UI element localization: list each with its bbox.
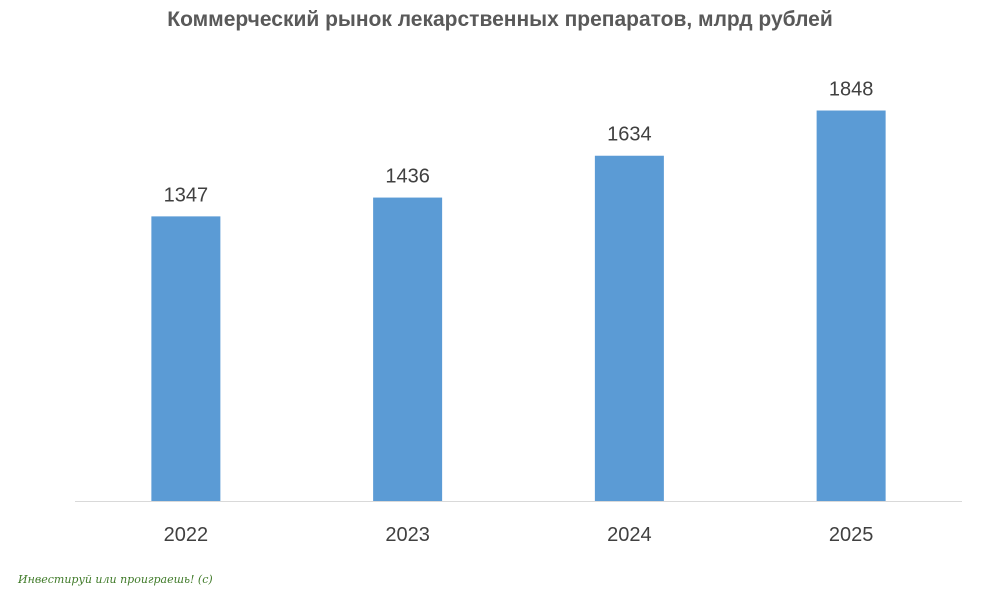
bar-2023 — [373, 197, 443, 502]
bar-2025 — [816, 110, 886, 501]
value-labels-group: 1347 1436 1634 1848 — [164, 79, 874, 207]
data-label-2024: 1634 — [607, 124, 652, 146]
category-labels-group: 2022 2023 2024 2025 — [164, 524, 874, 546]
x-tick-label-2025: 2025 — [829, 524, 874, 546]
data-label-2022: 1347 — [164, 184, 209, 206]
x-tick-label-2023: 2023 — [385, 524, 430, 546]
chart-title: Коммерческий рынок лекарственных препара… — [167, 8, 833, 31]
x-tick-label-2022: 2022 — [164, 524, 209, 546]
bar-2022 — [151, 216, 221, 501]
data-label-2025: 1848 — [829, 79, 874, 101]
data-label-2023: 1436 — [385, 166, 430, 188]
bar-2024 — [594, 155, 664, 502]
watermark-signature: Инвестируй или проиграешь! (с) — [18, 573, 213, 586]
x-tick-label-2024: 2024 — [607, 524, 652, 546]
bars-group — [151, 110, 886, 502]
